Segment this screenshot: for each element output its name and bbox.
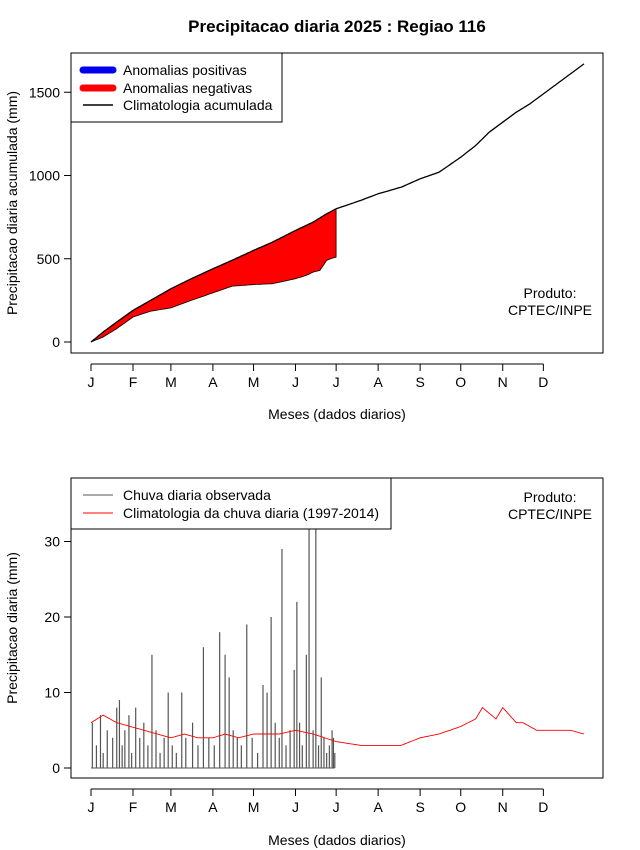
legend-label-observed: Chuva diaria observada bbox=[123, 487, 271, 503]
daily-x-tick-label: J bbox=[333, 799, 340, 815]
cumulative-y-tick-label: 500 bbox=[37, 251, 61, 267]
daily-product-source: CPTEC/INPE bbox=[508, 506, 592, 522]
daily-y-tick-label: 0 bbox=[52, 760, 60, 776]
cumulative-x-tick-label: N bbox=[498, 374, 508, 390]
chart-title: Precipitacao diaria 2025 : Regiao 116 bbox=[188, 17, 486, 36]
climatology-daily-line bbox=[90, 706, 585, 746]
daily-y-label: Precipitacao diaria (mm) bbox=[4, 552, 20, 704]
cumulative-x-tick-label: M bbox=[165, 374, 177, 390]
legend-label-positive: Anomalias positivas bbox=[123, 62, 247, 78]
cumulative-y-label: Precipitacao diaria acumulada (mm) bbox=[4, 91, 20, 315]
daily-x-tick-label: F bbox=[129, 799, 138, 815]
daily-x-tick-label: S bbox=[415, 799, 424, 815]
cumulative-y-tick-label: 1000 bbox=[29, 168, 60, 184]
daily-x-tick-label: A bbox=[208, 799, 218, 815]
climatology-cumulative-line bbox=[90, 63, 585, 343]
cumulative-legend: Anomalias positivas Anomalias negativas … bbox=[70, 52, 283, 123]
cumulative-x-tick-label: A bbox=[208, 374, 218, 390]
daily-x-tick-label: N bbox=[498, 799, 508, 815]
daily-legend-box bbox=[70, 477, 392, 530]
cumulative-marks bbox=[90, 63, 585, 343]
daily-product-label: Produto: bbox=[524, 489, 577, 505]
daily-x-label: Meses (dados diarios) bbox=[268, 832, 406, 848]
daily-panel: 0 10 20 30 J F M A M J J A S O N D Meses (dados diario… bbox=[4, 477, 604, 848]
daily-x-tick-label: O bbox=[455, 799, 466, 815]
daily-y-tick-label: 20 bbox=[44, 609, 60, 625]
cumulative-y-tick-label: 0 bbox=[52, 334, 60, 350]
cumulative-product-label: Produto: bbox=[524, 285, 577, 301]
cumulative-x-tick-label: A bbox=[373, 374, 383, 390]
daily-y-tick-label: 30 bbox=[44, 534, 60, 550]
daily-legend: Chuva diaria observada Climatologia da c… bbox=[70, 477, 392, 530]
legend-label-negative: Anomalias negativas bbox=[123, 80, 252, 96]
cumulative-y-tick-label: 1500 bbox=[29, 84, 60, 100]
cumulative-product-source: CPTEC/INPE bbox=[508, 302, 592, 318]
daily-x-tick-label: J bbox=[88, 799, 95, 815]
cumulative-x-tick-label: J bbox=[88, 374, 95, 390]
cumulative-y-axis: 0 500 1000 1500 bbox=[29, 84, 72, 350]
cumulative-x-tick-label: M bbox=[248, 374, 260, 390]
daily-marks bbox=[90, 479, 585, 769]
daily-x-tick-label: M bbox=[165, 799, 177, 815]
cumulative-x-tick-label: J bbox=[292, 374, 299, 390]
cumulative-x-tick-label: J bbox=[333, 374, 340, 390]
cumulative-x-tick-label: S bbox=[415, 374, 424, 390]
daily-y-tick-label: 10 bbox=[44, 685, 60, 701]
daily-x-tick-label: M bbox=[248, 799, 260, 815]
daily-x-tick-label: J bbox=[292, 799, 299, 815]
cumulative-x-tick-label: O bbox=[455, 374, 466, 390]
cumulative-x-tick-label: D bbox=[538, 374, 548, 390]
cumulative-panel: 0 500 1000 1500 J F M A M J J A S O N D Meses (dados d… bbox=[4, 52, 604, 422]
daily-x-tick-label: D bbox=[538, 799, 548, 815]
cumulative-x-tick-label: F bbox=[129, 374, 138, 390]
legend-label-climatology-cumulative: Climatologia acumulada bbox=[123, 97, 273, 113]
daily-y-axis: 0 10 20 30 bbox=[44, 534, 72, 776]
daily-x-tick-label: A bbox=[373, 799, 383, 815]
cumulative-x-label: Meses (dados diarios) bbox=[268, 406, 406, 422]
legend-label-climatology-daily: Climatologia da chuva diaria (1997-2014) bbox=[123, 505, 379, 521]
